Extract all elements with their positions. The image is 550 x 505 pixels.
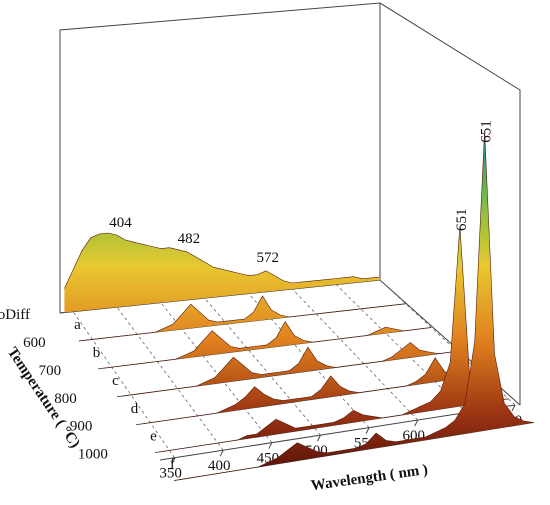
x-tick-label: 350 bbox=[159, 466, 182, 482]
category-label: 800 bbox=[54, 391, 77, 407]
tick-mark bbox=[219, 449, 224, 457]
category-label: 1000 bbox=[78, 447, 108, 463]
spectrum-line bbox=[83, 295, 406, 341]
row-label: d bbox=[131, 401, 139, 417]
side-wall bbox=[379, 2, 521, 405]
category-label: 700 bbox=[39, 363, 62, 379]
tick-mark bbox=[171, 457, 176, 464]
row-label: a bbox=[74, 317, 81, 333]
grid-line bbox=[72, 311, 175, 458]
peak-label: 482 bbox=[178, 231, 201, 247]
category-label: 900 bbox=[70, 419, 93, 435]
x-tick-label: 400 bbox=[208, 458, 231, 474]
peak-label: 572 bbox=[257, 250, 280, 266]
spectrum-line bbox=[64, 232, 381, 289]
row-label: e bbox=[150, 429, 157, 445]
spectrum-line bbox=[159, 226, 509, 453]
row-label: b bbox=[93, 345, 101, 361]
peak-label: 651 bbox=[479, 120, 495, 143]
spectrum-line bbox=[140, 357, 483, 425]
row-label: f bbox=[170, 457, 175, 473]
row-label: c bbox=[112, 373, 119, 389]
peak-label: 404 bbox=[109, 215, 132, 231]
tick-mark bbox=[365, 427, 370, 434]
tick-mark bbox=[414, 419, 419, 427]
x-axis-title: Wavelength ( nm ) bbox=[310, 462, 429, 494]
plot: 350400450500550600650700NoDiff6007008009… bbox=[0, 120, 534, 494]
area-fill bbox=[83, 296, 406, 341]
back-wall bbox=[59, 2, 381, 313]
tick-mark bbox=[317, 434, 321, 442]
spectrum-line bbox=[102, 321, 432, 369]
category-label: NoDiff bbox=[0, 307, 30, 323]
area-fill bbox=[178, 130, 534, 480]
category-label: 600 bbox=[23, 335, 46, 351]
area-fill bbox=[121, 342, 457, 397]
area-fill bbox=[64, 233, 381, 313]
spectrum-line bbox=[121, 342, 457, 397]
x-axis bbox=[159, 404, 516, 461]
tick-mark bbox=[511, 404, 516, 412]
peak-label: 651 bbox=[454, 208, 470, 231]
grid-line bbox=[292, 288, 419, 421]
tick-mark bbox=[268, 442, 273, 449]
spectrum-line bbox=[178, 130, 534, 481]
